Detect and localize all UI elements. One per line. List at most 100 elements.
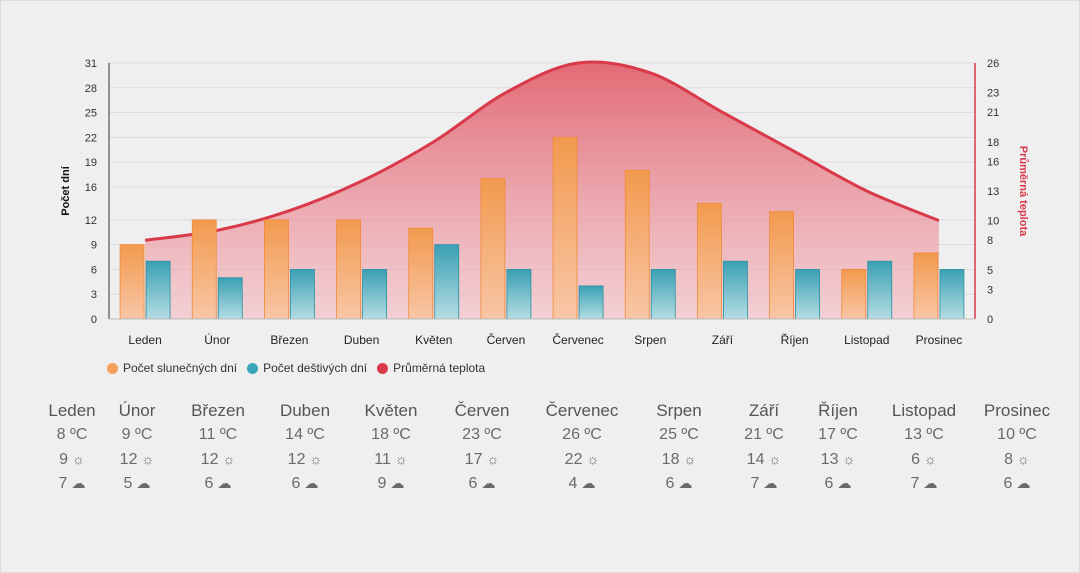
rainy-days-count: 7 — [58, 475, 68, 492]
x-tick-label: Prosinec — [916, 333, 963, 347]
legend-item-temperature[interactable]: Průměrná teplota — [377, 361, 485, 375]
month-name: Září — [748, 401, 780, 420]
y2-tick-label: 21 — [987, 107, 999, 119]
rainy-days-bar[interactable] — [217, 277, 243, 320]
month-temperature: 13 ºC — [904, 426, 944, 443]
month-sunny-days: 22 ☼ — [530, 447, 634, 471]
rainy-days-bar[interactable] — [650, 269, 676, 320]
rainy-days-bar[interactable] — [867, 260, 893, 320]
sun-icon: ☼ — [768, 451, 782, 467]
cloud-rain-icon: ☁ — [581, 475, 596, 491]
month-temperature: 9 ºC — [121, 426, 153, 443]
legend-label-sunny: Počet slunečných dní — [123, 361, 238, 375]
month-sunny-days: 11 ☼ — [339, 447, 443, 471]
rainy-days-bar[interactable] — [362, 269, 387, 320]
month-summary-column: Duben 14 ºC 12 ☼ 6 ☁ — [253, 399, 357, 495]
month-temperature: 25 ºC — [659, 426, 699, 443]
sunny-days-bar[interactable] — [697, 202, 722, 320]
sunny-days-bar[interactable] — [841, 269, 867, 320]
y2-tick-label: 0 — [987, 314, 993, 326]
sun-icon: ☼ — [924, 451, 937, 467]
month-summary-column: Březen 11 ºC 12 ☼ 6 ☁ — [166, 399, 270, 495]
y2-tick-label: 23 — [987, 88, 999, 100]
rainy-days-count: 7 — [750, 475, 760, 492]
month-sunny-days: 12 ☼ — [85, 447, 189, 471]
month-name: Listopad — [891, 401, 957, 420]
month-rainy-days: 6 ☁ — [166, 471, 270, 495]
month-temperature: 14 ºC — [285, 426, 325, 443]
y2-tick-label: 26 — [987, 58, 999, 70]
y-tick-label: 31 — [85, 58, 97, 70]
month-name: Březen — [191, 401, 245, 420]
y-tick-label: 25 — [85, 108, 97, 120]
month-name: Červen — [454, 401, 510, 420]
sunny-days-bar[interactable] — [624, 169, 650, 320]
y2-tick-label: 13 — [987, 186, 999, 198]
sunny-days-count: 13 — [820, 451, 839, 468]
legend-item-sunny[interactable]: Počet slunečných dní — [107, 361, 237, 375]
rainy-days-count: 6 — [204, 475, 214, 492]
month-temperature: 26 ºC — [562, 426, 602, 443]
axes: 0 3 6 9 12 16 19 22 25 28 31 0 3 5 8 10 13 16 18 21 23 26 Lede… — [85, 58, 1000, 347]
sunny-days-bar[interactable] — [336, 219, 361, 320]
y2-tick-label: 3 — [987, 284, 993, 296]
sun-icon: ☼ — [72, 451, 85, 467]
sunny-days-bar[interactable] — [552, 136, 578, 320]
sun-icon: ☼ — [683, 451, 697, 467]
cloud-rain-icon: ☁ — [304, 475, 319, 491]
sunny-days-bar[interactable] — [913, 252, 939, 320]
sunny-days-bar[interactable] — [264, 219, 289, 320]
month-sunny-days: 18 ☼ — [627, 447, 731, 471]
rainy-days-bar[interactable] — [145, 260, 171, 320]
month-rainy-days: 6 ☁ — [627, 471, 731, 495]
rainy-days-count: 6 — [468, 475, 478, 492]
month-name: Květen — [364, 401, 418, 420]
x-tick-label: Červenec — [552, 332, 603, 347]
sunny-days-count: 17 — [464, 451, 483, 468]
x-tick-label: Únor — [204, 332, 230, 347]
rainy-days-bar[interactable] — [723, 260, 748, 320]
legend-item-rainy[interactable]: Počet deštivých dní — [247, 361, 367, 375]
cloud-rain-icon: ☁ — [923, 475, 938, 491]
month-sunny-days: 13 ☼ — [786, 447, 890, 471]
x-tick-label: Leden — [128, 333, 161, 347]
month-temperature: 10 ºC — [997, 426, 1037, 443]
month-temperature: 17 ºC — [818, 426, 858, 443]
y-tick-label: 6 — [91, 264, 97, 276]
cloud-rain-icon: ☁ — [71, 475, 86, 491]
rainy-days-bar[interactable] — [939, 269, 965, 320]
rainy-days-bar[interactable] — [506, 269, 532, 320]
month-rainy-days: 9 ☁ — [339, 471, 443, 495]
y-tick-label: 0 — [91, 314, 97, 326]
x-tick-label: Květen — [415, 333, 452, 347]
month-rainy-days: 7 ☁ — [712, 471, 816, 495]
month-rainy-days: 6 ☁ — [965, 471, 1069, 495]
month-summary-column: Červen 23 ºC 17 ☼ 6 ☁ — [430, 399, 534, 495]
sunny-days-bar[interactable] — [408, 227, 434, 320]
sunny-days-count: 12 — [287, 451, 306, 468]
rainy-days-bar[interactable] — [578, 285, 604, 320]
sunny-days-bar[interactable] — [480, 178, 506, 320]
sun-icon: ☼ — [842, 451, 856, 467]
sunny-days-count: 9 — [59, 451, 69, 468]
sunny-days-bar[interactable] — [119, 244, 145, 320]
cloud-rain-icon: ☁ — [837, 475, 852, 491]
y-tick-label: 19 — [85, 157, 97, 169]
month-summary-column: Červenec 26 ºC 22 ☼ 4 ☁ — [530, 399, 634, 495]
rainy-days-bar[interactable] — [434, 244, 460, 320]
sun-icon: ☼ — [586, 451, 600, 467]
sunny-days-bar[interactable] — [769, 211, 794, 320]
month-name: Srpen — [656, 401, 702, 420]
rainy-days-count: 6 — [824, 475, 834, 492]
sunny-days-count: 14 — [746, 451, 765, 468]
month-summary-column: Srpen 25 ºC 18 ☼ 6 ☁ — [627, 399, 731, 495]
x-tick-label: Září — [712, 333, 734, 347]
rainy-days-bar[interactable] — [795, 269, 820, 320]
month-summary-column: Září 21 ºC 14 ☼ 7 ☁ — [712, 399, 816, 495]
rainy-days-bar[interactable] — [290, 269, 315, 320]
y2-axis-title: Průměrná teplota — [1017, 146, 1029, 237]
sun-icon: ☼ — [141, 451, 155, 467]
month-rainy-days: 6 ☁ — [786, 471, 890, 495]
cloud-rain-icon: ☁ — [481, 475, 496, 491]
sunny-days-bar[interactable] — [191, 219, 217, 320]
